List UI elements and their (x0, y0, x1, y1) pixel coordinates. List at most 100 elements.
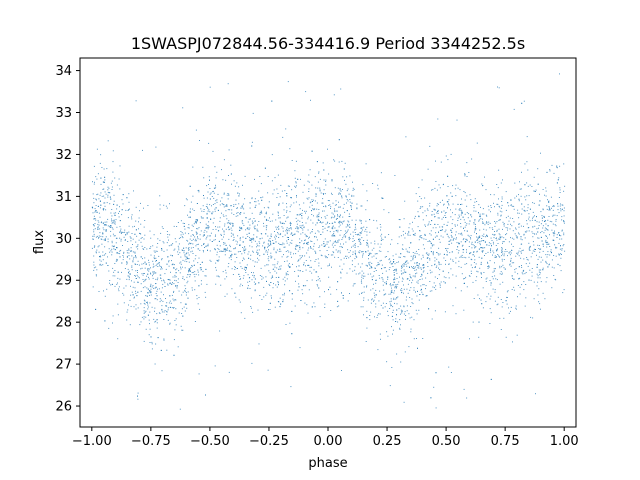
data-point (460, 226, 462, 228)
data-point (254, 261, 256, 263)
data-point (523, 225, 524, 227)
data-point (212, 211, 214, 213)
data-point (243, 268, 245, 270)
data-point (564, 250, 566, 252)
data-point (265, 251, 267, 253)
data-point (137, 281, 139, 283)
data-point (163, 280, 165, 282)
data-point (408, 247, 410, 249)
data-point (520, 243, 522, 245)
data-point (100, 192, 102, 194)
data-point (138, 221, 139, 223)
data-point (558, 253, 560, 255)
data-point (490, 211, 491, 213)
data-point (254, 228, 256, 230)
data-point (353, 195, 355, 197)
data-point (207, 226, 209, 228)
data-point (339, 252, 341, 254)
data-point (556, 247, 558, 249)
data-point (470, 214, 472, 216)
data-point (192, 234, 194, 236)
data-point (563, 220, 565, 221)
data-point (316, 161, 318, 163)
data-point (408, 346, 410, 348)
data-point (525, 199, 527, 201)
data-point (158, 262, 160, 264)
data-point (116, 283, 118, 285)
data-point (495, 222, 497, 224)
data-point (437, 253, 439, 255)
data-point (399, 319, 401, 321)
data-point (149, 248, 151, 249)
data-point (310, 247, 312, 249)
data-point (492, 233, 494, 235)
data-point (275, 219, 277, 221)
data-point (216, 259, 218, 261)
data-point (422, 256, 424, 258)
data-point (271, 297, 272, 299)
data-point (468, 172, 470, 173)
data-point (434, 223, 436, 225)
data-point (482, 250, 484, 252)
data-point (523, 233, 525, 235)
data-point (253, 272, 254, 274)
data-point (341, 370, 342, 371)
data-point (153, 234, 155, 236)
data-point (278, 203, 280, 205)
data-point (96, 194, 98, 196)
data-point (184, 267, 186, 269)
data-point (227, 266, 229, 268)
data-point (551, 207, 552, 209)
data-point (486, 222, 488, 224)
data-point (436, 203, 438, 205)
data-point (281, 244, 283, 246)
data-point (447, 159, 449, 161)
data-point (107, 256, 108, 258)
data-point (156, 313, 158, 315)
data-point (302, 271, 304, 272)
data-point (507, 223, 509, 225)
data-point (435, 181, 437, 182)
data-point (358, 273, 360, 275)
data-point (301, 217, 303, 219)
data-point (194, 240, 196, 242)
data-point (284, 190, 286, 192)
data-point (247, 221, 249, 223)
data-point (521, 203, 523, 205)
data-point (378, 275, 380, 276)
data-point (271, 256, 273, 258)
data-point (356, 256, 358, 258)
data-point (399, 328, 401, 330)
data-point (540, 308, 541, 310)
data-point (106, 168, 108, 170)
data-point (490, 312, 492, 314)
data-point (493, 194, 495, 196)
data-point (487, 223, 489, 225)
data-point (113, 194, 115, 196)
data-point (443, 253, 445, 255)
data-point (478, 248, 480, 250)
data-point (476, 250, 478, 252)
data-point (493, 237, 495, 239)
data-point (443, 281, 445, 283)
data-point (352, 231, 354, 233)
data-point (112, 161, 114, 163)
data-point (447, 201, 449, 203)
data-point (369, 231, 371, 233)
data-point (380, 259, 382, 261)
data-point (321, 222, 323, 224)
data-point (109, 203, 111, 205)
data-point (361, 263, 363, 265)
data-point (230, 173, 232, 175)
data-point (112, 267, 114, 269)
data-point (409, 273, 411, 275)
data-point (406, 288, 408, 290)
data-point (365, 220, 367, 222)
data-point (450, 192, 452, 194)
data-point (231, 212, 233, 214)
data-point (247, 285, 249, 287)
data-point (176, 287, 178, 289)
data-point (402, 272, 404, 274)
data-point (403, 292, 404, 294)
data-point (146, 248, 148, 250)
